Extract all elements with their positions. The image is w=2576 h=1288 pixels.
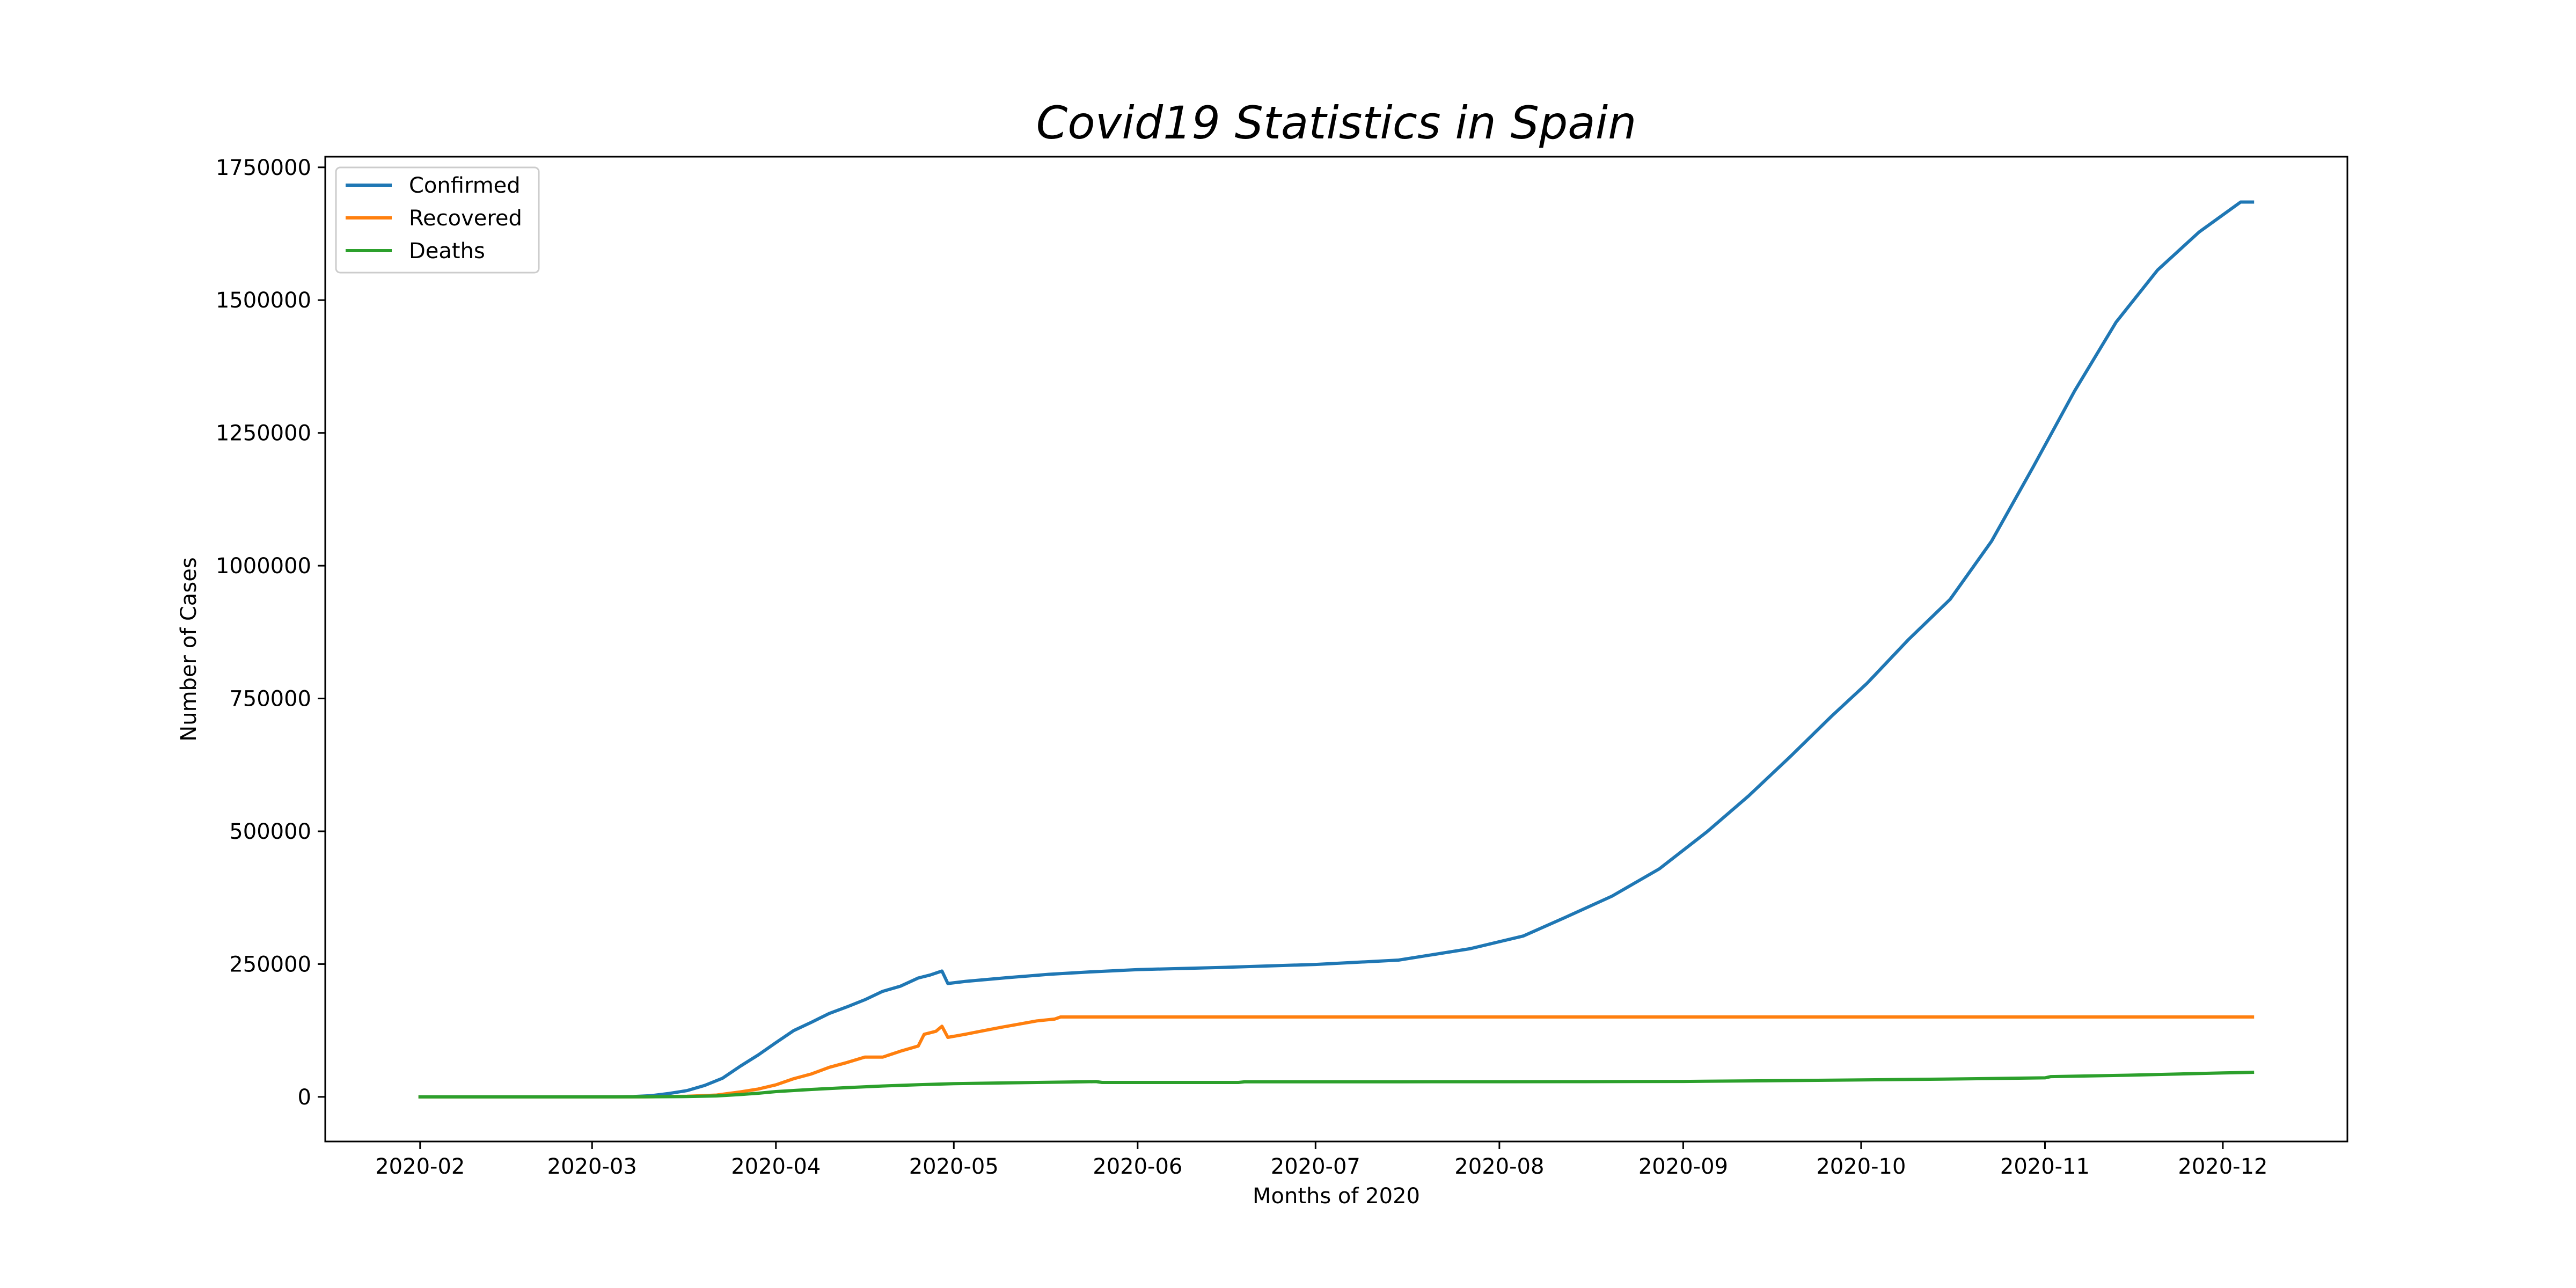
x-axis-label: Months of 2020 bbox=[1253, 1184, 1420, 1209]
y-axis-label: Number of Cases bbox=[177, 557, 201, 741]
legend-label-deaths: Deaths bbox=[409, 239, 485, 264]
x-tick-label: 2020-10 bbox=[1816, 1154, 1906, 1179]
x-tick-label: 2020-12 bbox=[2178, 1154, 2267, 1179]
y-tick-label: 250000 bbox=[229, 952, 311, 977]
y-tick-label: 1000000 bbox=[216, 554, 311, 579]
plot-frame bbox=[324, 156, 2348, 1143]
x-tick-label: 2020-02 bbox=[375, 1154, 465, 1179]
y-tick-label: 1250000 bbox=[216, 421, 311, 446]
y-tick-label: 0 bbox=[298, 1085, 311, 1110]
y-tick-label: 1750000 bbox=[216, 156, 311, 180]
y-tick-label: 1500000 bbox=[216, 288, 311, 313]
chart-title: Covid19 Statistics in Spain bbox=[1036, 97, 1637, 149]
legend-label-confirmed: Confirmed bbox=[409, 173, 521, 198]
x-tick-label: 2020-04 bbox=[731, 1154, 821, 1179]
x-tick-label: 2020-08 bbox=[1454, 1154, 1544, 1179]
x-tick-label: 2020-05 bbox=[909, 1154, 999, 1179]
y-tick-label: 500000 bbox=[229, 819, 311, 844]
legend-label-recovered: Recovered bbox=[409, 206, 522, 231]
y-tick-label: 750000 bbox=[229, 687, 311, 712]
series-line-recovered bbox=[418, 1015, 2255, 1099]
series-layer bbox=[418, 200, 2255, 1099]
x-tick-label: 2020-03 bbox=[547, 1154, 637, 1179]
x-tick-label: 2020-09 bbox=[1638, 1154, 1728, 1179]
y-axis: 0 250000 500000 750000 1000000 1250000 1500000… bbox=[216, 156, 325, 1110]
x-axis: 2020-02 2020-03 2020-04 2020-05 2020-06 2020-… bbox=[375, 1141, 2268, 1179]
legend: Confirmed Recovered Deaths bbox=[335, 166, 540, 274]
legend-box bbox=[335, 166, 540, 274]
x-tick-label: 2020-07 bbox=[1271, 1154, 1360, 1179]
x-tick-label: 2020-06 bbox=[1093, 1154, 1182, 1179]
series-line-deaths bbox=[418, 1071, 2255, 1099]
x-tick-label: 2020-11 bbox=[2000, 1154, 2090, 1179]
series-line-confirmed bbox=[418, 200, 2255, 1099]
